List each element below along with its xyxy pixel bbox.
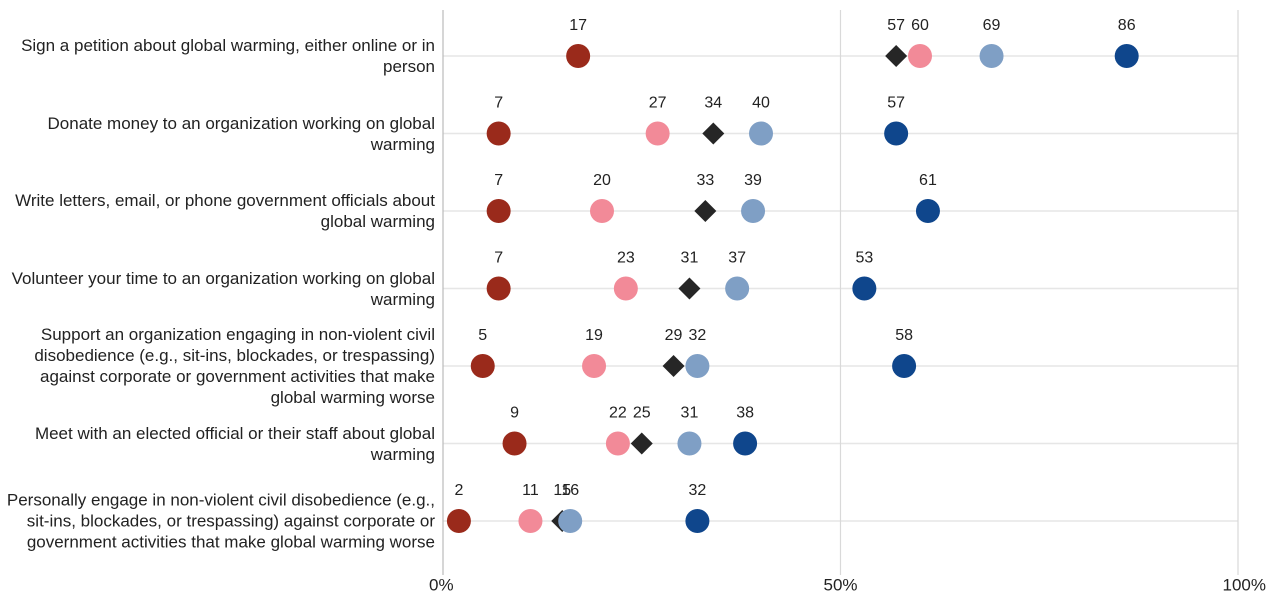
dot-marker bbox=[979, 44, 1004, 68]
dot-marker bbox=[685, 354, 710, 378]
category-label: Donate money to an organization working … bbox=[47, 113, 435, 154]
dot-marker bbox=[741, 199, 766, 223]
dot-marker bbox=[908, 44, 932, 68]
value-label: 60 bbox=[911, 17, 929, 34]
category-label: Personally engage in non-violent civil d… bbox=[6, 490, 435, 552]
value-label: 69 bbox=[983, 17, 1001, 34]
value-label: 53 bbox=[855, 250, 873, 267]
value-label: 57 bbox=[887, 17, 905, 34]
value-label: 33 bbox=[696, 172, 714, 189]
value-label: 7 bbox=[494, 172, 503, 189]
dot-marker bbox=[486, 199, 511, 223]
value-label: 86 bbox=[1118, 17, 1136, 34]
value-label: 23 bbox=[617, 250, 635, 267]
x-tick-label: 0% bbox=[429, 575, 454, 594]
value-label: 11 bbox=[522, 482, 539, 499]
x-tick-label: 50% bbox=[823, 575, 857, 594]
dot-marker bbox=[486, 276, 511, 301]
value-label: 40 bbox=[752, 95, 770, 112]
dot-marker bbox=[725, 276, 750, 301]
value-label: 15 bbox=[553, 482, 571, 499]
value-label: 27 bbox=[649, 95, 667, 112]
dot-marker bbox=[446, 509, 471, 533]
value-label: 38 bbox=[736, 405, 754, 422]
dot-marker bbox=[915, 199, 940, 223]
value-label: 34 bbox=[704, 95, 722, 112]
value-label: 29 bbox=[665, 327, 683, 344]
value-label: 22 bbox=[609, 405, 627, 422]
value-label: 5 bbox=[478, 327, 487, 344]
dot-marker bbox=[486, 121, 511, 146]
category-label: Volunteer your time to an organization w… bbox=[11, 268, 435, 309]
dot-marker bbox=[677, 431, 702, 456]
dot-marker bbox=[733, 431, 758, 456]
diamond-marker bbox=[678, 277, 701, 300]
dot-marker bbox=[645, 121, 670, 146]
value-label: 58 bbox=[895, 327, 913, 344]
dot-marker bbox=[685, 509, 710, 533]
value-label: 39 bbox=[744, 172, 762, 189]
diamond-marker bbox=[662, 355, 685, 377]
category-label: Sign a petition about global warming, ei… bbox=[21, 36, 435, 76]
dot-marker bbox=[1114, 44, 1139, 68]
dot-marker bbox=[502, 431, 527, 456]
value-label: 37 bbox=[728, 250, 746, 267]
dot-marker bbox=[749, 121, 773, 146]
value-label: 57 bbox=[887, 95, 905, 112]
value-label: 19 bbox=[585, 327, 603, 344]
dot-marker bbox=[605, 431, 630, 456]
diamond-marker bbox=[630, 432, 653, 455]
value-label: 7 bbox=[494, 95, 503, 112]
category-label: Support an organization engaging in non-… bbox=[34, 325, 435, 407]
dot-marker bbox=[613, 276, 638, 301]
dot-marker bbox=[852, 276, 877, 301]
diamond-marker bbox=[702, 122, 725, 145]
dot-marker bbox=[582, 354, 607, 378]
value-label: 31 bbox=[681, 405, 699, 422]
category-label: Write letters, email, or phone governmen… bbox=[15, 191, 435, 231]
dot-marker bbox=[590, 199, 614, 223]
dot-marker bbox=[518, 509, 543, 533]
value-label: 9 bbox=[510, 405, 519, 422]
value-label: 31 bbox=[681, 250, 699, 267]
value-label: 61 bbox=[919, 172, 937, 189]
value-label: 20 bbox=[593, 172, 611, 189]
x-tick-label: 100% bbox=[1223, 575, 1266, 594]
dot-marker bbox=[470, 354, 495, 378]
value-label: 7 bbox=[494, 250, 503, 267]
diamond-marker bbox=[694, 200, 717, 222]
value-label: 32 bbox=[689, 327, 707, 344]
value-label: 32 bbox=[689, 482, 707, 499]
diamond-marker bbox=[885, 45, 908, 67]
value-label: 2 bbox=[454, 482, 463, 499]
value-label: 17 bbox=[569, 17, 587, 34]
dot-marker bbox=[884, 121, 909, 146]
dot-marker bbox=[558, 509, 583, 533]
value-label: 16 bbox=[561, 482, 579, 499]
dot-marker bbox=[566, 44, 591, 68]
category-label: Meet with an elected official or their s… bbox=[34, 423, 435, 464]
value-label: 25 bbox=[633, 405, 651, 422]
dot-marker bbox=[892, 354, 917, 378]
